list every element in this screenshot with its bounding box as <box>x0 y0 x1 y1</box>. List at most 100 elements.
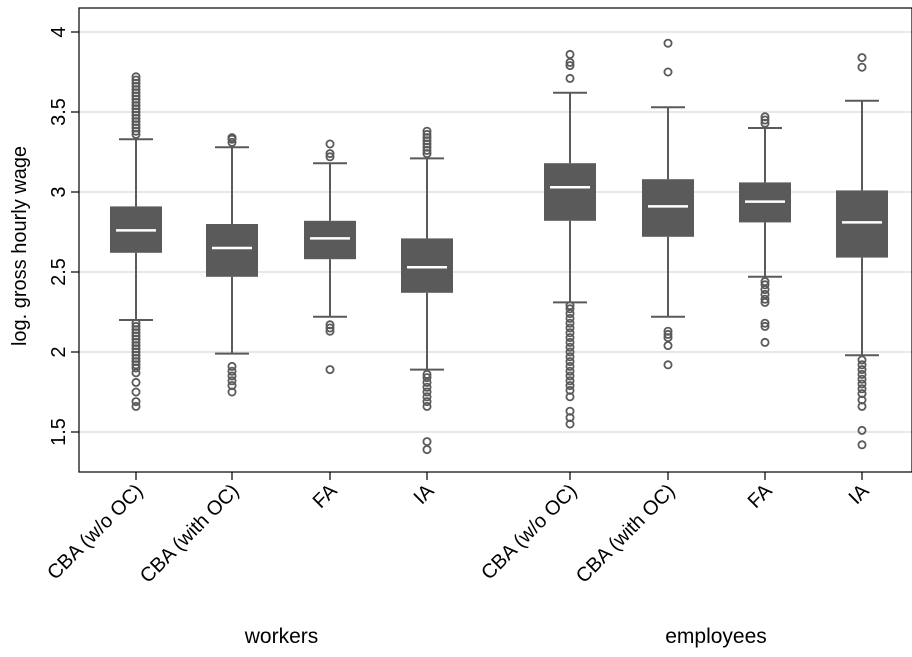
outlier-point <box>760 115 770 125</box>
outlier-point <box>131 401 141 411</box>
outlier-point <box>663 360 673 370</box>
iqr-box <box>304 220 356 260</box>
y-tick-label: 3.5 <box>48 98 70 126</box>
iqr-box <box>401 238 453 293</box>
outlier-point <box>565 342 575 352</box>
outlier-point <box>857 425 867 435</box>
outlier-point <box>565 347 575 357</box>
x-tick-label: CBA (with OC) <box>136 480 244 588</box>
box-workers-fa <box>304 139 356 375</box>
iqr-box <box>206 224 258 277</box>
outlier-point <box>857 369 867 379</box>
outlier-point <box>325 152 335 162</box>
outlier-point <box>227 381 237 391</box>
outlier-point <box>565 385 575 395</box>
x-tick-label: FA <box>744 480 777 513</box>
box-employees-cba-with-oc- <box>642 38 694 370</box>
outlier-point <box>422 387 432 397</box>
box-employees-fa <box>739 112 791 347</box>
outlier-point <box>325 320 335 330</box>
y-tick-label: 3 <box>48 186 70 197</box>
x-axis-category-labels: CBA (w/o OC)CBA (with OC) FA IA CBA (w/o OC… <box>43 472 874 587</box>
y-axis-title: log. gross hourly wage <box>9 146 31 346</box>
outlier-point <box>760 318 770 328</box>
outlier-point <box>422 437 432 447</box>
outlier-point <box>131 318 141 328</box>
outlier-point <box>857 53 867 63</box>
outlier-point <box>760 321 770 331</box>
outlier-point <box>131 321 141 331</box>
outlier-point <box>663 326 673 336</box>
outlier-point <box>422 369 432 379</box>
box-employees-ia <box>836 53 888 450</box>
outlier-point <box>227 366 237 376</box>
x-tick-label: CBA (w/o OC) <box>43 480 147 584</box>
outlier-point <box>422 126 432 136</box>
outlier-point <box>857 360 867 370</box>
outlier-point <box>422 129 432 139</box>
outlier-point <box>227 137 237 147</box>
outlier-point <box>565 49 575 59</box>
group-label-workers: workers <box>244 625 319 648</box>
outlier-point <box>663 329 673 339</box>
box-workers-cba-with-oc- <box>206 133 258 397</box>
outlier-point <box>565 337 575 347</box>
outlier-point <box>857 374 867 384</box>
box-employees-cba-w-o-oc- <box>544 49 596 429</box>
outlier-point <box>422 392 432 402</box>
outlier-point <box>565 318 575 328</box>
outlier-point <box>565 333 575 343</box>
outlier-point <box>857 355 867 365</box>
outlier-point <box>422 373 432 383</box>
outlier-point <box>565 406 575 416</box>
boxes <box>110 38 888 455</box>
group-label-employees: employees <box>665 625 767 648</box>
outlier-point <box>857 389 867 399</box>
outlier-point <box>760 337 770 347</box>
outlier-point <box>565 371 575 381</box>
outlier-point <box>565 352 575 362</box>
outlier-point <box>760 294 770 304</box>
x-tick-label: CBA (w/o OC) <box>477 480 581 584</box>
outlier-point <box>565 313 575 323</box>
iqr-box <box>836 190 888 258</box>
outlier-point <box>422 382 432 392</box>
outlier-point <box>325 365 335 375</box>
outlier-point <box>422 401 432 411</box>
outlier-point <box>565 61 575 71</box>
y-axis-ticks: 1.5 2 2.5 3 3.5 4 <box>48 26 79 446</box>
outlier-point <box>325 139 335 149</box>
outlier-point <box>565 366 575 376</box>
y-tick-label: 1.5 <box>48 418 70 446</box>
outlier-point <box>565 301 575 311</box>
outlier-point <box>422 397 432 407</box>
outlier-point <box>857 440 867 450</box>
outlier-point <box>857 384 867 394</box>
grid-lines <box>79 31 912 433</box>
outlier-point <box>857 62 867 72</box>
outlier-point <box>565 73 575 83</box>
outlier-point <box>131 387 141 397</box>
y-tick-label: 2 <box>48 346 70 357</box>
outlier-point <box>131 75 141 85</box>
outlier-point <box>325 149 335 159</box>
outlier-point <box>760 280 770 290</box>
outlier-point <box>663 341 673 351</box>
outlier-point <box>565 323 575 333</box>
outlier-point <box>325 323 335 333</box>
outlier-point <box>565 361 575 371</box>
outlier-point <box>227 376 237 386</box>
outlier-point <box>422 445 432 455</box>
outlier-point <box>227 371 237 381</box>
outlier-point <box>857 379 867 389</box>
iqr-box <box>642 179 694 237</box>
x-tick-label: CBA (with OC) <box>572 480 680 588</box>
x-tick-label: IA <box>845 480 874 509</box>
outlier-point <box>565 304 575 314</box>
y-tick-label: 2.5 <box>48 258 70 286</box>
outlier-point <box>565 357 575 367</box>
outlier-point <box>565 328 575 338</box>
plot-frame <box>78 7 912 473</box>
outlier-point <box>565 376 575 386</box>
